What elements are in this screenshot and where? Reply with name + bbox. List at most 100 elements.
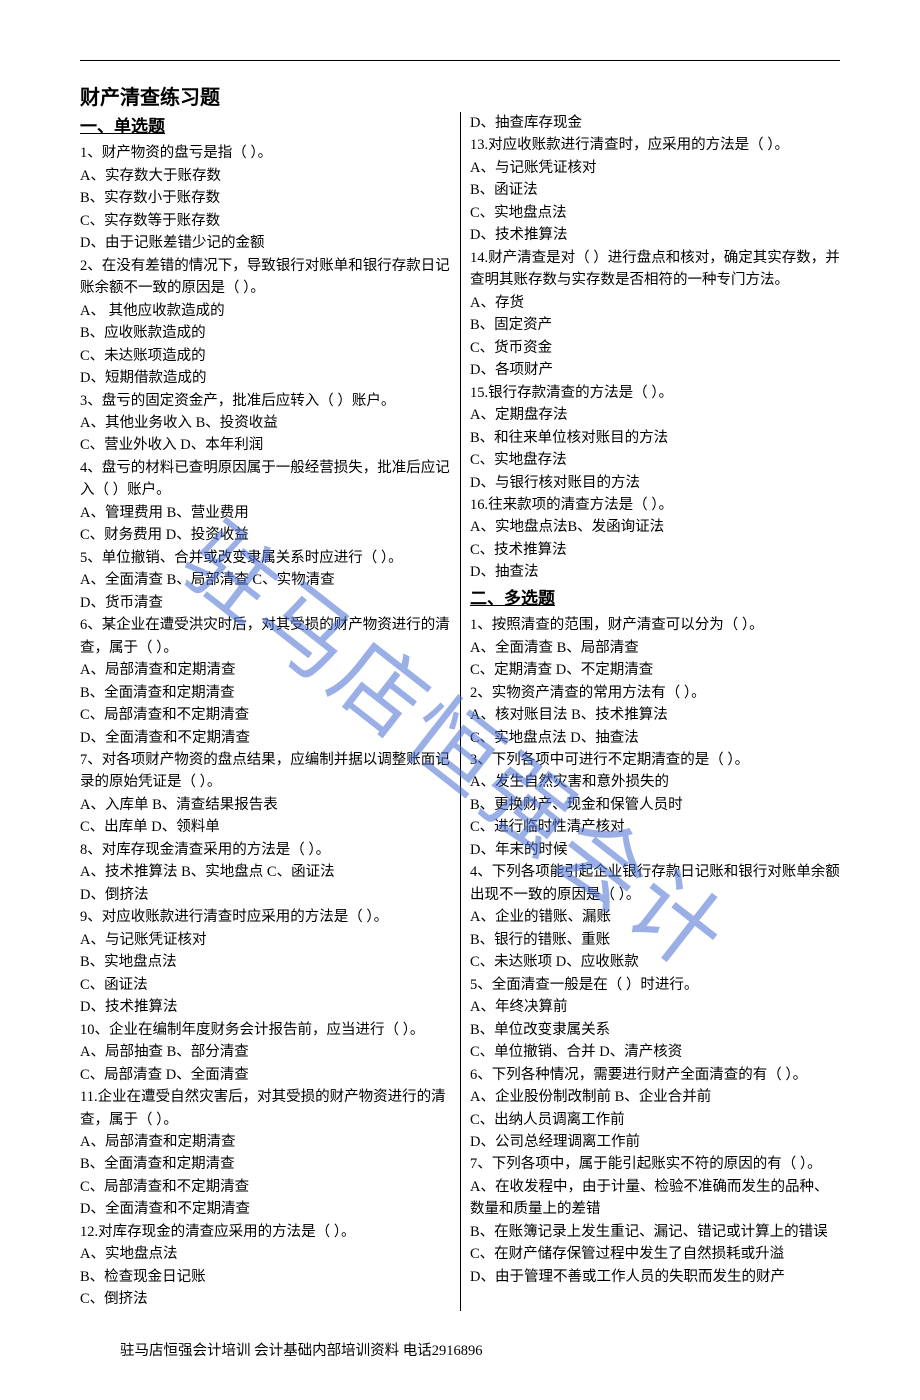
left-line: D、由于记账差错少记的金额 [80, 232, 450, 254]
right-line: 15.银行存款清查的方法是（ ）。 [470, 382, 840, 404]
left-line: A、实地盘点法 [80, 1243, 450, 1265]
top-rule [80, 60, 840, 61]
left-line: 9、对应收账款进行清查时应采用的方法是（ ）。 [80, 906, 450, 928]
left-line: D、技术推算法 [80, 996, 450, 1018]
left-column-content: 1、财产物资的盘亏是指（ ）。A、实存数大于账存数B、实存数小于账存数C、实存数… [80, 142, 450, 1310]
multi-line: C、在财产储存保管过程中发生了自然损耗或升溢 [470, 1243, 840, 1265]
multi-line: A、年终决算前 [470, 996, 840, 1018]
content-columns: 一、单选题 1、财产物资的盘亏是指（ ）。A、实存数大于账存数B、实存数小于账存… [80, 112, 840, 1311]
multi-line: C、进行临时性清产核对 [470, 816, 840, 838]
right-line: B、函证法 [470, 179, 840, 201]
right-line: D、与银行核对账目的方法 [470, 472, 840, 494]
left-line: 10、企业在编制年度财务会计报告前，应当进行（ ）。 [80, 1019, 450, 1041]
left-line: 2、在没有差错的情况下，导致银行对账单和银行存款日记账余额不一致的原因是（ ）。 [80, 255, 450, 300]
multi-line: D、公司总经理调离工作前 [470, 1131, 840, 1153]
left-line: D、货币清查 [80, 592, 450, 614]
right-line: D、抽查库存现金 [470, 112, 840, 134]
multi-line: B、更换财产、现金和保管人员时 [470, 794, 840, 816]
multi-line: B、银行的错账、重账 [470, 929, 840, 951]
multi-line: A、核对账目法 B、技术推算法 [470, 704, 840, 726]
multi-line: C、单位撤销、合并 D、清产核资 [470, 1041, 840, 1063]
multi-line: 7、下列各项中，属于能引起账实不符的原因的有（ ）。 [470, 1153, 840, 1175]
multi-line: A、企业股份制改制前 B、企业合并前 [470, 1086, 840, 1108]
left-line: A、 其他应收款造成的 [80, 300, 450, 322]
left-line: A、与记账凭证核对 [80, 929, 450, 951]
left-line: A、局部清查和定期清查 [80, 659, 450, 681]
multi-line: B、单位改变隶属关系 [470, 1019, 840, 1041]
multi-line: A、企业的错账、漏账 [470, 906, 840, 928]
page-title: 财产清查练习题 [80, 81, 840, 110]
right-line: B、和往来单位核对账目的方法 [470, 427, 840, 449]
right-line: B、固定资产 [470, 314, 840, 336]
right-line: C、实地盘点法 [470, 202, 840, 224]
left-line: 11.企业在遭受自然灾害后，对其受损的财产物资进行的清查，属于（ ）。 [80, 1086, 450, 1131]
left-line: B、全面清查和定期清查 [80, 682, 450, 704]
multi-line: C、未达账项 D、应收账款 [470, 951, 840, 973]
left-line: D、短期借款造成的 [80, 367, 450, 389]
left-line: C、财务费用 D、投资收益 [80, 524, 450, 546]
section-1-header: 一、单选题 [80, 114, 450, 140]
right-line: 13.对应收账款进行清查时，应采用的方法是（ ）。 [470, 134, 840, 156]
right-line: A、存货 [470, 292, 840, 314]
multi-line: D、由于管理不善或工作人员的失职而发生的财产 [470, 1266, 840, 1288]
left-line: D、全面清查和不定期清查 [80, 727, 450, 749]
left-line: C、倒挤法 [80, 1288, 450, 1310]
left-line: C、营业外收入 D、本年利润 [80, 434, 450, 456]
left-line: 1、财产物资的盘亏是指（ ）。 [80, 142, 450, 164]
right-line: A、定期盘存法 [470, 404, 840, 426]
footer-text: 驻马店恒强会计培训 会计基础内部培训资料 电话2916896 [80, 1339, 840, 1360]
right-line: C、货币资金 [470, 337, 840, 359]
multi-line: B、在账簿记录上发生重记、漏记、错记或计算上的错误 [470, 1221, 840, 1243]
left-line: C、函证法 [80, 974, 450, 996]
left-line: A、局部清查和定期清查 [80, 1131, 450, 1153]
left-line: B、检查现金日记账 [80, 1266, 450, 1288]
multi-line: 6、下列各种情况，需要进行财产全面清查的有（ ）。 [470, 1064, 840, 1086]
document-page: 驻马店恒强会计 财产清查练习题 一、单选题 1、财产物资的盘亏是指（ ）。A、实… [0, 0, 920, 1400]
left-line: D、倒挤法 [80, 884, 450, 906]
section-2-header: 二、多选题 [470, 586, 840, 612]
left-line: C、实存数等于账存数 [80, 210, 450, 232]
right-column-content: D、抽查库存现金13.对应收账款进行清查时，应采用的方法是（ ）。 A、与记账凭… [470, 112, 840, 584]
left-line: A、技术推算法 B、实地盘点 C、函证法 [80, 861, 450, 883]
left-line: A、全面清查 B、局部清查 C、实物清查 [80, 569, 450, 591]
right-line: D、各项财产 [470, 359, 840, 381]
multi-line: 5、全面清查一般是在（ ）时进行。 [470, 974, 840, 996]
left-line: A、管理费用 B、营业费用 [80, 502, 450, 524]
multi-line: 3、下列各项中可进行不定期清查的是（ ）。 [470, 749, 840, 771]
right-line: 14.财产清查是对（ ）进行盘点和核对，确定其实存数，并查明其账存数与实存数是否… [470, 247, 840, 292]
multi-line: A、全面清查 B、局部清查 [470, 637, 840, 659]
multi-line: A、发生自然灾害和意外损失的 [470, 771, 840, 793]
left-line: A、入库单 B、清查结果报告表 [80, 794, 450, 816]
left-line: 6、某企业在遭受洪灾时后，对其受损的财产物资进行的清查，属于（ ）。 [80, 614, 450, 659]
right-line: D、技术推算法 [470, 224, 840, 246]
multi-line: 1、按照清查的范围，财产清查可以分为（ ）。 [470, 614, 840, 636]
left-line: B、应收账款造成的 [80, 322, 450, 344]
left-line: B、实地盘点法 [80, 951, 450, 973]
right-line: 16.往来款项的清查方法是（ ）。 [470, 494, 840, 516]
multi-line: C、出纳人员调离工作前 [470, 1109, 840, 1131]
left-line: D、全面清查和不定期清查 [80, 1198, 450, 1220]
left-line: C、未达账项造成的 [80, 345, 450, 367]
left-line: B、全面清查和定期清查 [80, 1153, 450, 1175]
left-line: 3、盘亏的固定资金产，批准后应转入（ ）账户。 [80, 390, 450, 412]
left-line: 8、对库存现金清查采用的方法是（ ）。 [80, 839, 450, 861]
right-line: C、实地盘存法 [470, 449, 840, 471]
left-line: 7、对各项财产物资的盘点结果，应编制并据以调整账面记录的原始凭证是（ ）。 [80, 749, 450, 794]
left-line: A、局部抽查 B、部分清查 [80, 1041, 450, 1063]
multi-line: 4、下列各项能引起企业银行存款日记账和银行对账单余额出现不一致的原因是（ ）。 [470, 861, 840, 906]
right-line: A、实地盘点法B、发函询证法 [470, 516, 840, 538]
left-line: C、局部清查和不定期清查 [80, 704, 450, 726]
multi-line: D、年末的时候 [470, 839, 840, 861]
multi-line: A、在收发程中，由于计量、检验不准确而发生的品种、数量和质量上的差错 [470, 1176, 840, 1221]
left-line: C、出库单 D、领料单 [80, 816, 450, 838]
right-line: C、技术推算法 [470, 539, 840, 561]
left-line: B、实存数小于账存数 [80, 187, 450, 209]
multi-line: 2、实物资产清查的常用方法有（ ）。 [470, 682, 840, 704]
left-line: 12.对库存现金的清查应采用的方法是（ ）。 [80, 1221, 450, 1243]
left-line: C、局部清查和不定期清查 [80, 1176, 450, 1198]
left-line: A、其他业务收入 B、投资收益 [80, 412, 450, 434]
left-line: 5、单位撤销、合并或改变隶属关系时应进行（ ）。 [80, 547, 450, 569]
multi-line: C、实地盘点法 D、抽查法 [470, 727, 840, 749]
multi-line: C、定期清查 D、不定期清查 [470, 659, 840, 681]
right-line: A、与记账凭证核对 [470, 157, 840, 179]
